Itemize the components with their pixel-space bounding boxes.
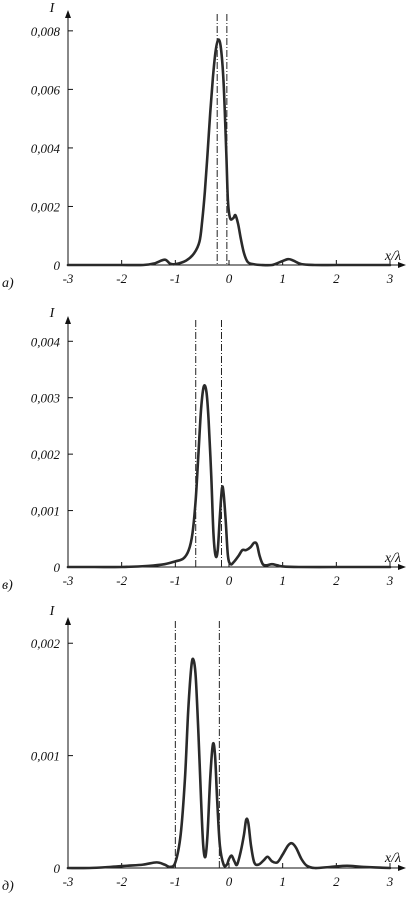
y-axis-title: I	[49, 604, 56, 619]
panel-v: 0 0,001 0,002 0,003 0,004 -3 -2 -1 0 1 2 3 Ix/λ в)	[2, 306, 406, 593]
x-tick-label: 0	[226, 874, 233, 889]
y-axis-title: I	[49, 306, 56, 321]
x-tick-label: -3	[63, 573, 74, 588]
x-tick-label: -2	[116, 874, 127, 889]
y-tick-label: 0	[54, 258, 61, 273]
x-tick-label: 1	[279, 874, 286, 889]
x-tick-label: 1	[279, 271, 286, 286]
x-tick-label: 3	[386, 573, 394, 588]
y-axis-arrow	[65, 617, 71, 625]
intensity-curve	[66, 657, 392, 870]
x-tick-label: 3	[386, 874, 394, 889]
x-axis-arrow	[398, 262, 406, 268]
x-tick-label: 2	[333, 874, 340, 889]
y-axis-arrow	[65, 10, 71, 18]
y-tick-label: 0,006	[31, 82, 61, 97]
x-tick-label: 3	[386, 271, 394, 286]
y-tick-label: 0,002	[31, 636, 61, 651]
intensity-curve	[66, 38, 392, 267]
panel-label: в)	[2, 578, 13, 593]
x-tick-label: 0	[226, 271, 233, 286]
x-axis-title: x/λ	[384, 851, 401, 866]
x-tick-label: -1	[170, 573, 181, 588]
panel-a: 0 0,002 0,004 0,006 0,008 -3 -2 -1 0 1 2 3 Ix/λ а)	[2, 1, 406, 291]
x-tick-label: 2	[333, 271, 340, 286]
x-tick-label: 1	[279, 573, 286, 588]
y-tick-label: 0,002	[31, 199, 61, 214]
intensity-curve	[66, 384, 392, 569]
y-tick-label: 0,008	[31, 24, 61, 39]
y-axis-title: I	[49, 1, 56, 16]
y-tick-label: 0	[54, 560, 61, 575]
x-tick-label: 2	[333, 573, 340, 588]
x-tick-label: -2	[116, 271, 127, 286]
x-axis-arrow	[398, 564, 406, 570]
y-tick-label: 0,003	[31, 391, 61, 406]
x-tick-label: -3	[63, 874, 74, 889]
x-tick-label: -3	[63, 271, 74, 286]
x-axis-title: x/λ	[384, 249, 401, 264]
y-tick-label: 0,002	[31, 447, 61, 462]
x-tick-label: 0	[226, 573, 233, 588]
y-axis-arrow	[65, 316, 71, 324]
x-tick-label: -2	[116, 573, 127, 588]
y-tick-label: 0	[54, 861, 61, 876]
x-tick-label: -1	[170, 271, 181, 286]
x-axis-arrow	[398, 865, 406, 871]
x-axis-title: x/λ	[384, 551, 401, 566]
y-tick-label: 0,004	[31, 334, 61, 349]
x-tick-label: -1	[170, 874, 181, 889]
y-tick-label: 0,004	[31, 141, 61, 156]
y-tick-label: 0,001	[31, 749, 60, 764]
panel-label: а)	[2, 276, 14, 291]
panel-label: д)	[2, 879, 14, 894]
y-tick-label: 0,001	[31, 504, 60, 519]
panel-d: 0 0,001 0,002 -3 -2 -1 0 1 2 3 Ix/λ д)	[2, 604, 406, 894]
